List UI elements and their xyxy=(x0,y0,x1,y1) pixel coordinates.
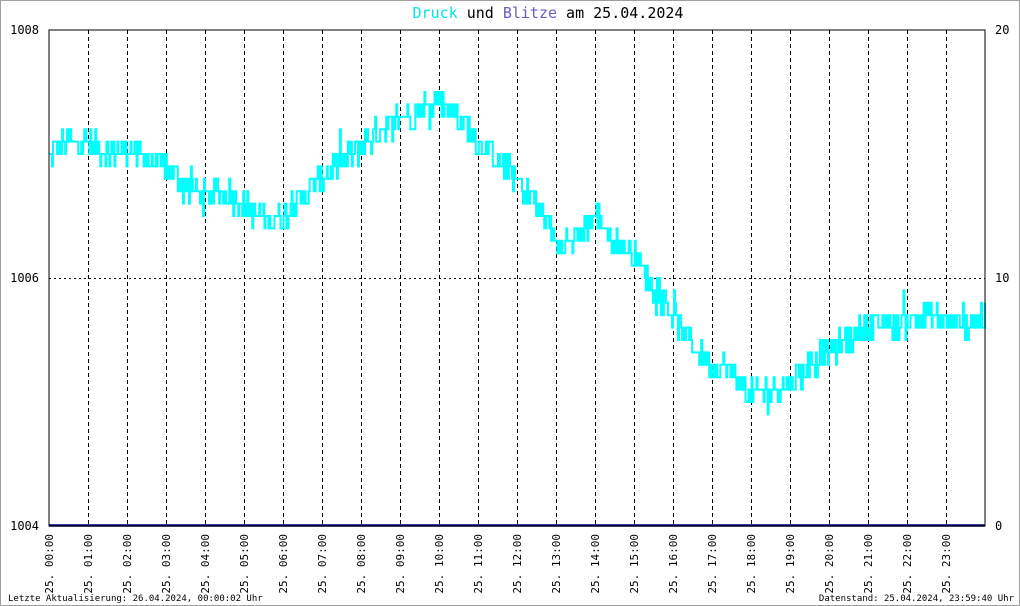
x-tick-label: 25. 10:00 xyxy=(433,534,446,594)
x-tick-label: 25. 05:00 xyxy=(238,534,251,594)
x-tick-label: 25. 23:00 xyxy=(940,534,953,594)
title-und: und xyxy=(458,4,503,22)
y-right-ticks: 0 10 20 xyxy=(995,23,1009,533)
x-tick-label: 25. 16:00 xyxy=(667,534,680,594)
x-tick-label: 25. 03:00 xyxy=(160,534,173,594)
y-left-tick-label: 1008 xyxy=(10,23,39,37)
x-tick-label: 25. 02:00 xyxy=(121,534,134,594)
x-tick-label: 25. 18:00 xyxy=(745,534,758,594)
x-tick-label: 25. 01:00 xyxy=(82,534,95,594)
footer-last-update: Letzte Aktualisierung: 26.04.2024, 00:00… xyxy=(8,594,263,604)
x-tick-label: 25. 07:00 xyxy=(316,534,329,594)
y-right-tick-label: 0 xyxy=(995,519,1002,533)
footer-data-status: Datenstand: 25.04.2024, 23:59:40 Uhr xyxy=(819,594,1015,604)
y-left-tick-label: 1004 xyxy=(10,519,39,533)
pressure-series xyxy=(49,91,986,416)
druck-line xyxy=(49,91,986,416)
x-tick-label: 25. 19:00 xyxy=(784,534,797,594)
plot-frame xyxy=(48,29,986,527)
chart-title: Druck und Blitze am 25.04.2024 xyxy=(413,4,684,22)
x-tick-label: 25. 08:00 xyxy=(355,534,368,594)
y-left-ticks: 1004 1006 1008 xyxy=(10,23,39,533)
title-druck: Druck xyxy=(413,4,458,22)
y-right-tick-label: 10 xyxy=(995,271,1009,285)
x-tick-label: 25. 04:00 xyxy=(199,534,212,594)
x-tick-label: 25. 14:00 xyxy=(589,534,602,594)
title-blitze: Blitze xyxy=(503,4,557,22)
x-tick-label: 25. 11:00 xyxy=(472,534,485,594)
x-tick-label: 25. 20:00 xyxy=(823,534,836,594)
x-tick-label: 25. 15:00 xyxy=(628,534,641,594)
x-tick-label: 25. 22:00 xyxy=(901,534,914,594)
x-ticks: 25. 00:00 25. 01:00 25. 02:00 25. 03:00 25. … xyxy=(43,534,953,594)
y-left-tick-label: 1006 xyxy=(10,271,39,285)
x-tick-label: 25. 21:00 xyxy=(862,534,875,594)
x-tick-label: 25. 17:00 xyxy=(706,534,719,594)
title-date: am 25.04.2024 xyxy=(557,4,683,22)
x-tick-label: 25. 12:00 xyxy=(511,534,524,594)
x-tick-label: 25. 00:00 xyxy=(43,534,56,594)
grid xyxy=(49,30,985,526)
y-right-tick-label: 20 xyxy=(995,23,1009,37)
x-tick-label: 25. 09:00 xyxy=(394,534,407,594)
x-tick-label: 25. 06:00 xyxy=(277,534,290,594)
x-tick-label: 25. 13:00 xyxy=(550,534,563,594)
